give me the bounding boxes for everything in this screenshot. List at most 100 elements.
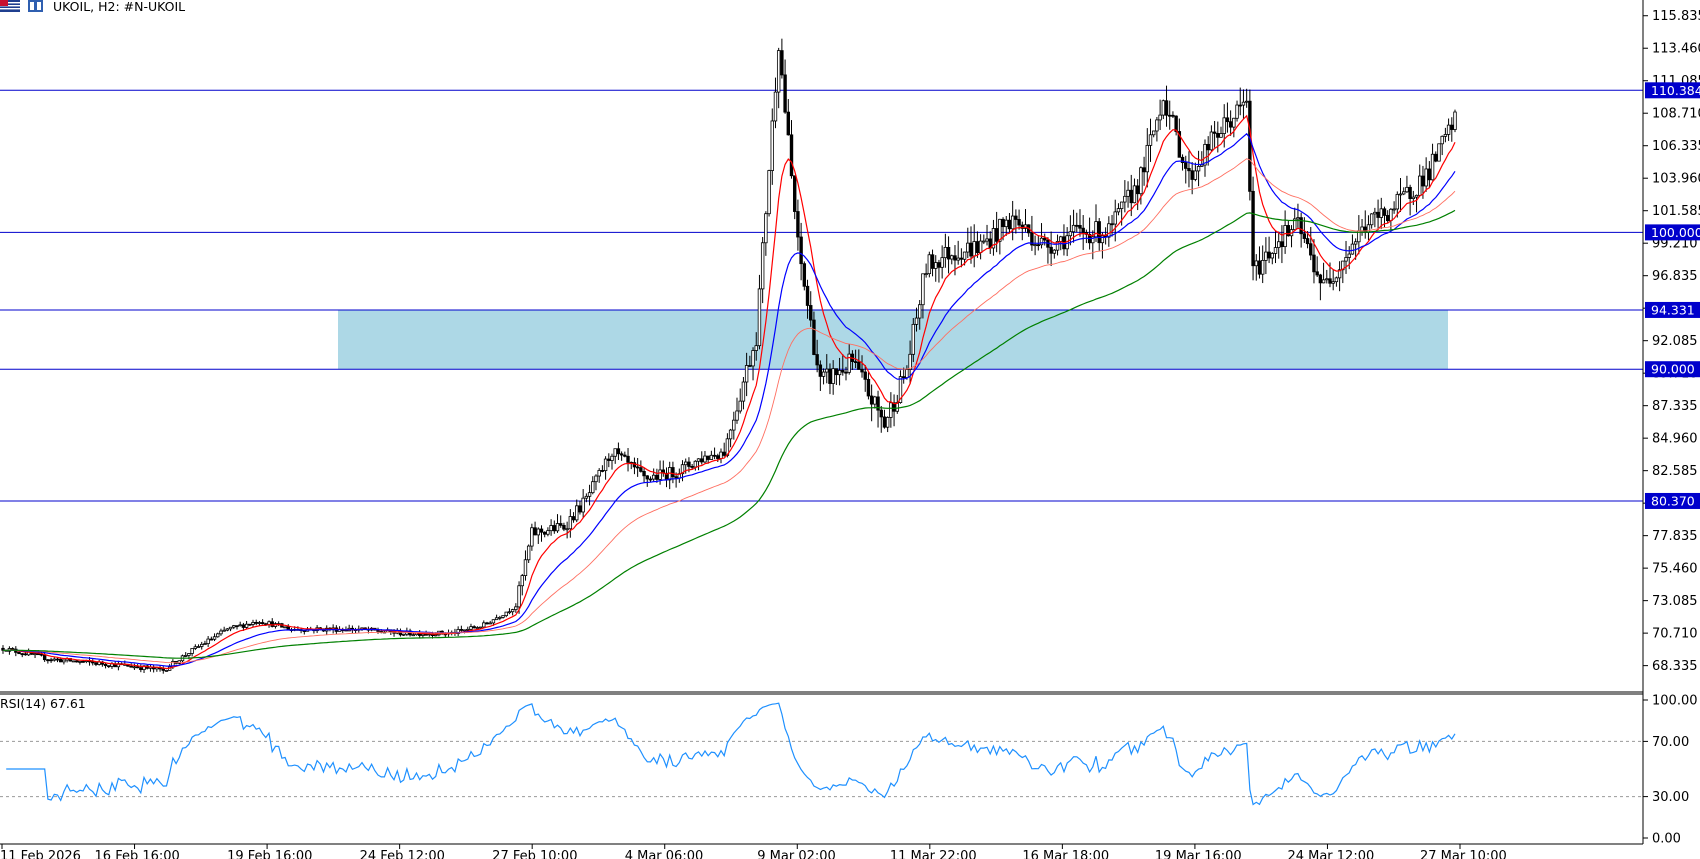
candle-body xyxy=(1033,244,1037,247)
candle-body xyxy=(1440,135,1444,145)
candle-body xyxy=(238,624,242,627)
candle-body xyxy=(966,242,970,253)
candle-body xyxy=(1450,124,1454,130)
candle-body xyxy=(1209,131,1214,151)
candle-body xyxy=(934,262,938,269)
candle-body xyxy=(1280,241,1284,248)
candle-body xyxy=(225,628,230,631)
candle-body xyxy=(1007,219,1012,230)
price-tick-label: 70.710 xyxy=(1652,627,1698,642)
candle-body xyxy=(812,319,816,355)
candle-body xyxy=(1030,232,1034,246)
rsi-tick-label: 30.00 xyxy=(1652,790,1689,805)
price-axis[interactable]: 68.33570.71073.08575.46077.83580.21082.5… xyxy=(1643,9,1700,674)
candle-body xyxy=(722,451,726,456)
candle-body xyxy=(603,458,608,472)
candle-body xyxy=(62,659,66,663)
candle-body xyxy=(645,475,649,480)
candle-body xyxy=(1334,277,1339,283)
candle-body xyxy=(946,246,951,260)
candle-body xyxy=(260,622,265,625)
price-tick-label: 84.960 xyxy=(1652,432,1698,447)
candle-body xyxy=(494,617,499,621)
candle-body xyxy=(1148,134,1153,146)
candle-body xyxy=(600,470,605,472)
candle-body xyxy=(466,628,470,631)
candle-body xyxy=(1164,100,1169,116)
candle-body xyxy=(716,455,720,459)
price-tick-label: 115.835 xyxy=(1652,9,1700,24)
time-tick-label: 11 Mar 22:00 xyxy=(890,849,977,859)
candle-body xyxy=(1392,208,1396,211)
candle-body xyxy=(1219,133,1223,138)
candle-body xyxy=(475,627,480,629)
candle-body xyxy=(485,622,489,625)
candle-body xyxy=(975,241,980,253)
time-tick-label: 24 Mar 12:00 xyxy=(1287,849,1374,859)
candle-body xyxy=(943,246,948,259)
candle-body xyxy=(959,257,964,260)
candle-body xyxy=(184,655,188,657)
price-pane[interactable] xyxy=(0,38,1643,674)
horizontal-lines[interactable] xyxy=(0,89,1643,502)
candle-body xyxy=(421,633,425,636)
candle-body xyxy=(1376,211,1380,218)
candle-body xyxy=(1328,278,1332,284)
price-tag-0: 110.384 xyxy=(1651,83,1700,98)
candle-body xyxy=(962,251,967,260)
candle-body xyxy=(559,523,563,526)
candle-body xyxy=(478,626,483,629)
candle-body xyxy=(1161,100,1166,116)
candle-body xyxy=(1337,269,1342,279)
candle-body xyxy=(985,238,989,242)
candle-body xyxy=(33,653,37,656)
candle-body xyxy=(248,623,252,626)
candle-body xyxy=(49,659,53,662)
price-tick-label: 103.960 xyxy=(1652,172,1700,187)
candle-body xyxy=(75,660,79,663)
candle-body xyxy=(1222,117,1226,134)
candle-body xyxy=(1123,195,1127,203)
candle-body xyxy=(1453,111,1457,130)
price-tick-label: 96.835 xyxy=(1652,269,1698,284)
candle-body xyxy=(635,466,640,469)
rsi-pane[interactable]: RSI(14) 67.61 100.00 70.00 30.00 0.00 xyxy=(0,694,1698,847)
time-axis[interactable]: 11 Feb 2026 16 Feb 16:00 19 Feb 16:00 24 Fe… xyxy=(0,844,1507,859)
candle-body xyxy=(616,448,621,455)
candle-body xyxy=(103,663,108,667)
candle-body xyxy=(1251,190,1255,267)
candle-body xyxy=(58,658,63,663)
candle-body xyxy=(741,381,746,402)
candle-body xyxy=(46,659,50,662)
candle-body xyxy=(703,455,707,463)
candle-body xyxy=(575,505,579,521)
candle-body xyxy=(793,175,797,212)
price-tick-label: 113.460 xyxy=(1652,42,1700,57)
candle-body xyxy=(911,323,916,355)
candle-body xyxy=(719,451,723,459)
candle-body xyxy=(1241,101,1246,106)
candle-body xyxy=(187,653,191,656)
candle-body xyxy=(552,525,557,532)
candle-body xyxy=(1414,194,1419,198)
candle-body xyxy=(969,242,973,257)
candle-body xyxy=(651,474,656,480)
candle-body xyxy=(927,254,932,275)
candle-body xyxy=(905,369,909,378)
price-tag-bg-4 xyxy=(1645,492,1700,509)
candle-body xyxy=(1373,211,1377,215)
time-tick-label: 27 Feb 10:00 xyxy=(492,849,577,859)
candle-body xyxy=(1212,131,1217,134)
price-zone[interactable] xyxy=(338,309,1448,370)
candle-body xyxy=(607,458,611,461)
candle-body xyxy=(1158,114,1162,121)
candle-body xyxy=(1187,168,1191,172)
candle-body xyxy=(594,475,598,483)
candle-body xyxy=(42,654,47,661)
candle-body xyxy=(39,653,44,656)
candle-body xyxy=(1017,219,1021,226)
candle-body xyxy=(751,350,755,367)
price-tick-label: 92.085 xyxy=(1652,334,1698,349)
candle-body xyxy=(1174,115,1178,132)
